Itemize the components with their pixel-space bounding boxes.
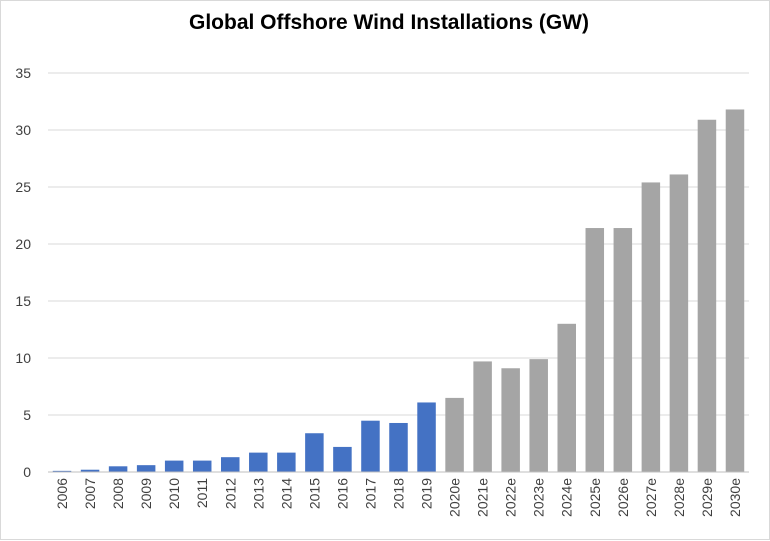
x-tick-label: 2022e	[503, 478, 519, 517]
x-tick-label: 2023e	[531, 478, 547, 517]
y-tick-label: 0	[23, 464, 31, 480]
bar-2030e	[725, 109, 745, 472]
x-tick-label: 2009	[138, 478, 154, 509]
x-tick-label: 2019	[419, 478, 435, 509]
x-tick-label: 2024e	[559, 478, 575, 517]
x-tick-label: 2016	[334, 478, 350, 509]
x-tick-label: 2011	[194, 478, 210, 508]
bar-2023e	[529, 359, 548, 472]
bar-2022e	[501, 368, 520, 472]
y-tick-label: 15	[15, 293, 31, 309]
bar-2011	[192, 460, 212, 472]
x-tick-label: 2010	[166, 478, 182, 509]
y-tick-label: 10	[15, 350, 31, 366]
x-tick-label: 2018	[391, 478, 407, 509]
bar-2018	[389, 422, 408, 472]
x-tick-label: 2026e	[615, 478, 631, 517]
x-tick-label: 2028e	[671, 478, 687, 517]
bar-2006	[52, 470, 72, 472]
y-tick-label: 5	[23, 407, 31, 423]
y-tick-label: 20	[15, 236, 31, 252]
y-tick-label: 35	[15, 65, 31, 81]
bar-2028e	[669, 174, 689, 472]
x-tick-label: 2027e	[643, 478, 659, 517]
bar-2017	[361, 420, 380, 472]
bar-2020e	[445, 397, 464, 472]
bar-2024e	[557, 323, 576, 472]
x-tick-label: 2006	[54, 478, 70, 509]
x-tick-label: 2014	[278, 478, 294, 509]
bar-2027e	[641, 182, 661, 472]
x-tick-label: 2013	[250, 478, 266, 509]
x-tick-label: 2020e	[447, 478, 463, 517]
bar-2016	[333, 446, 352, 472]
y-tick-label: 30	[15, 122, 31, 138]
x-tick-label: 2012	[222, 478, 238, 509]
bar-2008	[108, 466, 128, 472]
x-axis-ticks: 2006 2007 2008 2009 2010 2011 2012 2013 2014 2015…	[54, 478, 743, 517]
x-tick-label: 2029e	[699, 478, 715, 517]
x-tick-label: 2021e	[475, 478, 491, 517]
bar-2026e	[613, 228, 633, 472]
gridlines	[48, 72, 749, 416]
bar-2015	[305, 433, 324, 472]
bar-2021e	[473, 361, 492, 472]
x-tick-label: 2030e	[727, 478, 743, 517]
x-tick-label: 2025e	[587, 478, 603, 517]
bar-2014	[277, 452, 296, 472]
bar-2007	[80, 469, 100, 472]
y-axis-ticks: 0 5 10 15 20 25 30 35	[15, 65, 31, 480]
chart-title: Global Offshore Wind Installations (GW)	[189, 11, 589, 34]
bar-2019	[417, 402, 436, 472]
bar-2025e	[585, 228, 605, 472]
bar-2013	[249, 452, 268, 472]
x-tick-label: 2007	[82, 478, 98, 509]
x-tick-label: 2008	[110, 478, 126, 509]
bar-2009	[136, 465, 156, 472]
bar-2029e	[697, 119, 717, 473]
bar-2012	[221, 457, 240, 472]
bar-2010	[164, 460, 184, 472]
x-tick-label: 2015	[306, 478, 322, 509]
y-tick-label: 25	[15, 179, 31, 195]
x-tick-label: 2017	[362, 478, 378, 509]
bars	[52, 109, 745, 473]
